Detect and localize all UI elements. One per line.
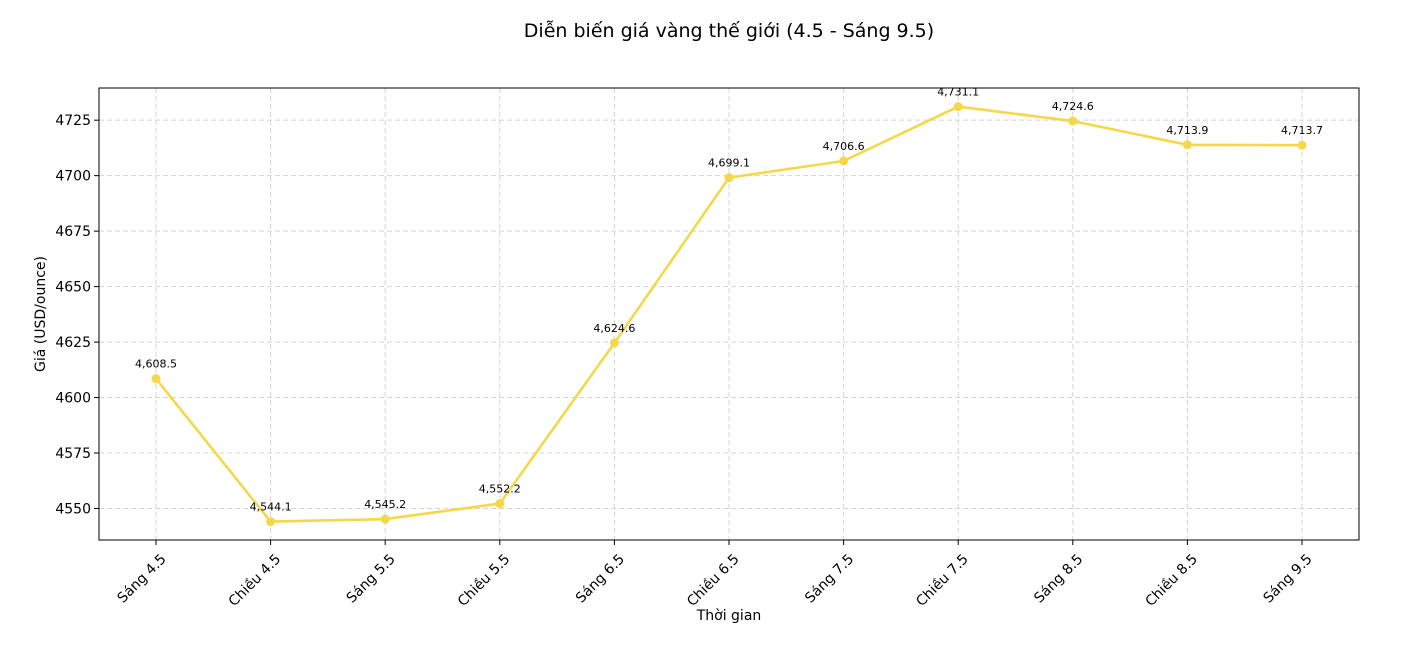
data-point — [266, 517, 276, 527]
data-point — [724, 173, 734, 183]
data-point — [1068, 116, 1078, 126]
x-tick-label: Chiều 4.5 — [225, 551, 284, 610]
x-tick-label: Chiều 5.5 — [454, 551, 513, 610]
x-tick-label: Chiều 8.5 — [1142, 551, 1201, 610]
x-tick-label: Chiều 7.5 — [913, 551, 972, 610]
data-point — [839, 156, 849, 166]
x-axis-title: Thời gian — [696, 608, 762, 624]
data-label: 4,545.2 — [364, 498, 406, 511]
data-labels: 4,608.5 4,544.1 4,545.2 4,552.2 4,624.6 4,699… — [135, 86, 1323, 514]
y-tick-label: 4550 — [55, 501, 91, 517]
data-points — [151, 102, 1307, 527]
x-tick-label: Sáng 9.5 — [1260, 551, 1315, 606]
x-tick-label: Sáng 5.5 — [344, 551, 399, 606]
y-tick-label: 4725 — [55, 113, 91, 129]
data-label: 4,713.7 — [1281, 124, 1323, 137]
data-label: 4,624.6 — [593, 322, 635, 335]
data-point — [609, 338, 619, 348]
data-label: 4,608.5 — [135, 358, 177, 371]
data-label: 4,706.6 — [823, 140, 865, 153]
data-point — [151, 374, 161, 384]
data-label: 4,699.1 — [708, 157, 750, 170]
data-point — [495, 499, 505, 509]
data-label: 4,713.9 — [1166, 124, 1208, 137]
data-point — [953, 102, 963, 112]
x-axis: Sáng 4.5 Chiều 4.5 Sáng 5.5 Chiều 5.5 Sáng 6… — [114, 540, 1316, 610]
x-tick-label: Sáng 4.5 — [114, 551, 169, 606]
data-point — [1182, 140, 1192, 150]
y-axis-title: Giá (USD/ounce) — [33, 256, 49, 372]
chart-title: Diễn biến giá vàng thế giới (4.5 - Sáng … — [524, 19, 934, 42]
y-tick-label: 4625 — [55, 335, 91, 351]
y-tick-label: 4675 — [55, 224, 91, 240]
data-label: 4,731.1 — [937, 86, 979, 99]
y-tick-label: 4600 — [55, 391, 91, 407]
x-tick-label: Sáng 8.5 — [1031, 551, 1086, 606]
x-tick-label: Sáng 6.5 — [573, 551, 628, 606]
data-point — [380, 514, 390, 524]
data-point — [1297, 140, 1307, 150]
data-label: 4,552.2 — [479, 483, 521, 496]
grid-lines — [99, 88, 1359, 540]
data-label: 4,544.1 — [250, 501, 292, 514]
y-tick-label: 4700 — [55, 169, 91, 185]
data-label: 4,724.6 — [1052, 100, 1094, 113]
x-tick-label: Chiều 6.5 — [683, 551, 742, 610]
y-tick-label: 4575 — [55, 446, 91, 462]
x-tick-label: Sáng 7.5 — [802, 551, 857, 606]
y-axis: 4550 4575 4600 4625 4650 4675 4700 4725 — [55, 113, 99, 517]
y-tick-label: 4650 — [55, 280, 91, 296]
